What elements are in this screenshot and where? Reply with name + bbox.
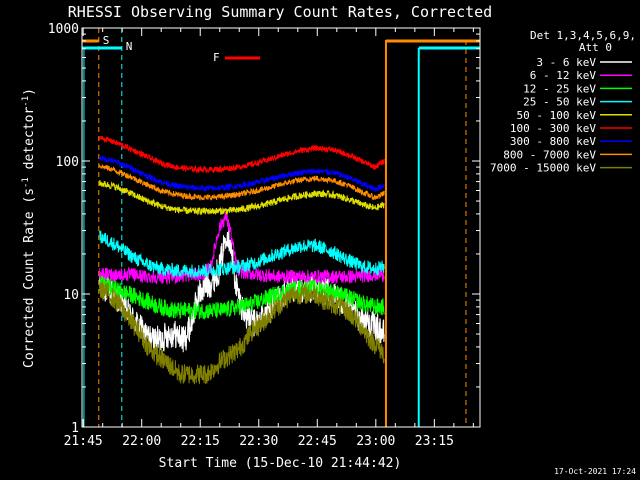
series-line-5: [99, 135, 385, 175]
x-tick-label: 22:30: [239, 434, 278, 449]
plot-area-frame: [81, 27, 481, 428]
legend-label: 300 - 800 keV: [510, 135, 596, 148]
legend-header-attenuator: Att 0: [579, 41, 612, 54]
saa-label: S: [103, 34, 110, 47]
series-line-3: [99, 230, 385, 279]
series-line-6: [99, 155, 385, 193]
y-axis-label-exponent-1: -1: [21, 177, 31, 188]
y-axis-label-main: Corrected Count Rate (s: [22, 188, 37, 368]
series-line-7: [99, 164, 385, 201]
x-tick-label: 22:45: [298, 434, 337, 449]
legend-header-detectors: Det 1,3,4,5,6,9,: [530, 29, 636, 42]
series-line-1: [99, 211, 385, 286]
y-tick-label: 1000: [48, 22, 79, 37]
x-tick-label: 21:45: [64, 434, 103, 449]
series-line-4: [99, 179, 385, 216]
y-axis-label-end: ): [22, 88, 37, 96]
y-axis-label-exponent-2: -1: [21, 96, 31, 107]
legend-label: 50 - 100 keV: [517, 109, 597, 122]
legend-label: 800 - 7000 keV: [503, 148, 596, 161]
legend-label: 6 - 12 keV: [530, 69, 597, 82]
series-line-2: [99, 275, 385, 320]
y-tick-label: 1: [71, 421, 79, 436]
night-label: N: [126, 40, 133, 53]
legend-label: 100 - 300 keV: [510, 122, 596, 135]
legend-label: 12 - 25 keV: [523, 82, 596, 95]
series-line-8: [99, 280, 385, 385]
plot-timestamp: 17-Oct-2021 17:24: [554, 467, 636, 476]
legend-label: 25 - 50 keV: [523, 96, 596, 109]
x-axis-label: Start Time (15-Dec-10 21:44:42): [159, 456, 402, 471]
x-tick-label: 23:00: [356, 434, 395, 449]
x-tick-label: 22:15: [181, 434, 220, 449]
y-axis-label-middle: detector: [22, 107, 37, 178]
y-axis-label: Corrected Count Rate (s-1 detector-1): [21, 88, 37, 368]
x-tick-label: 22:00: [122, 434, 161, 449]
y-tick-label: 10: [63, 288, 79, 303]
chart-title: RHESSI Observing Summary Count Rates, Co…: [68, 3, 492, 21]
y-tick-label: 100: [56, 155, 79, 170]
legend-label: 7000 - 15000 keV: [490, 162, 596, 175]
flare-label: F: [213, 51, 220, 64]
legend-label: 3 - 6 keV: [536, 56, 596, 69]
x-tick-label: 23:15: [415, 434, 454, 449]
